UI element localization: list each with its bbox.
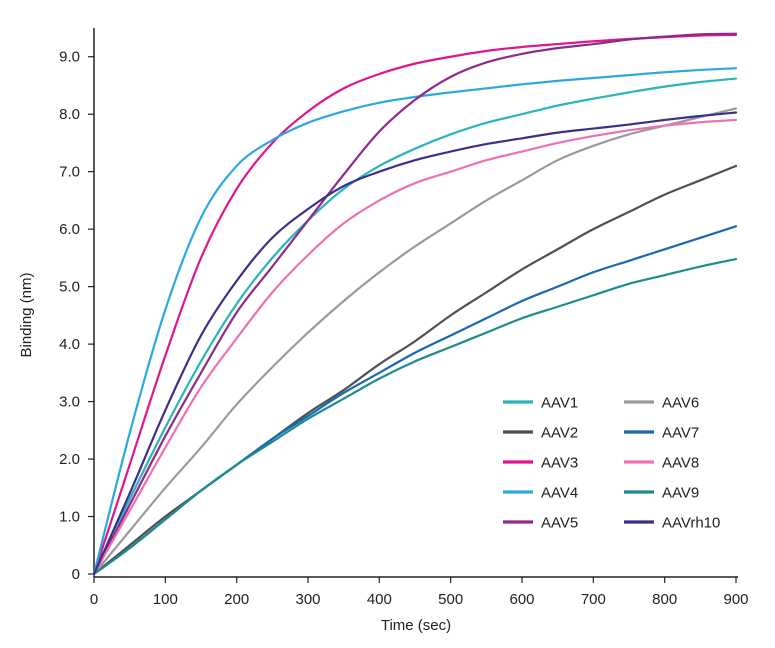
legend-label-aavrh10: AAVrh10 xyxy=(662,515,720,532)
legend-label-aav7: AAV7 xyxy=(662,425,699,442)
y-tick-label: 3.0 xyxy=(59,394,80,411)
x-axis-title: Time (sec) xyxy=(381,617,451,634)
x-tick-label: 100 xyxy=(153,591,178,608)
legend-label-aav4: AAV4 xyxy=(541,485,578,502)
x-tick-label: 600 xyxy=(509,591,534,608)
series-line-aav5 xyxy=(92,32,738,576)
series-line-aav1 xyxy=(92,77,738,576)
series-line-aav8 xyxy=(92,118,738,576)
legend-label-aav6: AAV6 xyxy=(662,395,699,412)
x-tick-label: 900 xyxy=(723,591,748,608)
y-tick-label: 5.0 xyxy=(59,279,80,296)
series-line-aav2 xyxy=(92,164,738,576)
legend-label-aav8: AAV8 xyxy=(662,455,699,472)
legend-label-aav1: AAV1 xyxy=(541,395,578,412)
y-tick-label: 6.0 xyxy=(59,221,80,238)
series-line-aav9 xyxy=(92,257,738,576)
y-tick-label: 9.0 xyxy=(59,49,80,66)
x-tick-label: 800 xyxy=(652,591,677,608)
y-ticks: 0 1.0 2.0 3.0 4.0 5.0 6.0 7.0 8.0 9.0 xyxy=(59,49,94,583)
series-lines xyxy=(92,32,738,576)
y-tick-label: 8.0 xyxy=(59,106,80,123)
x-tick-label: 300 xyxy=(295,591,320,608)
x-tick-label: 0 xyxy=(90,591,98,608)
legend-label-aav5: AAV5 xyxy=(541,515,578,532)
legend-label-aav3: AAV3 xyxy=(541,455,578,472)
y-tick-label: 4.0 xyxy=(59,336,80,353)
x-tick-label: 500 xyxy=(438,591,463,608)
series-line-aavrh10 xyxy=(92,111,738,576)
x-ticks: 0 100 200 300 400 500 600 700 800 900 xyxy=(90,577,749,608)
y-tick-label: 7.0 xyxy=(59,164,80,181)
x-tick-label: 200 xyxy=(224,591,249,608)
series-line-aav6 xyxy=(92,107,738,576)
legend-label-aav9: AAV9 xyxy=(662,485,699,502)
x-tick-label: 400 xyxy=(367,591,392,608)
y-axis-title: Binding (nm) xyxy=(18,272,35,357)
y-tick-label: 2.0 xyxy=(59,451,80,468)
series-line-aav4 xyxy=(92,67,738,576)
legend: AAV1 AAV2 AAV3 AAV4 AAV5 AAV6 AAV7 AAV8 AAV9 AAVr… xyxy=(503,395,720,532)
legend-label-aav2: AAV2 xyxy=(541,425,578,442)
axes xyxy=(93,28,738,578)
y-tick-label: 0 xyxy=(72,566,80,583)
x-tick-label: 700 xyxy=(581,591,606,608)
y-tick-label: 1.0 xyxy=(59,509,80,526)
